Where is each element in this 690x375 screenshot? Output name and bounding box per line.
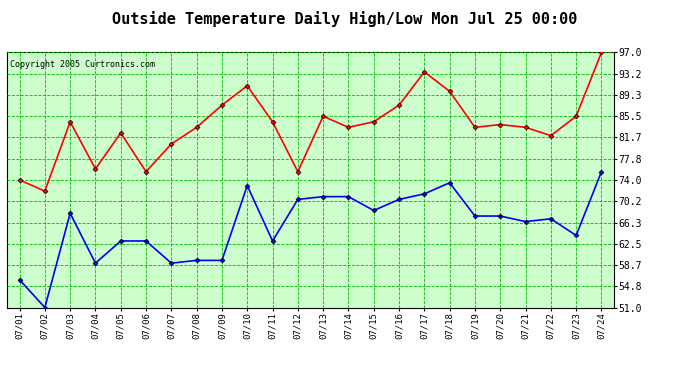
Text: Copyright 2005 Curtronics.com: Copyright 2005 Curtronics.com xyxy=(10,60,155,69)
Text: Outside Temperature Daily High/Low Mon Jul 25 00:00: Outside Temperature Daily High/Low Mon J… xyxy=(112,11,578,27)
